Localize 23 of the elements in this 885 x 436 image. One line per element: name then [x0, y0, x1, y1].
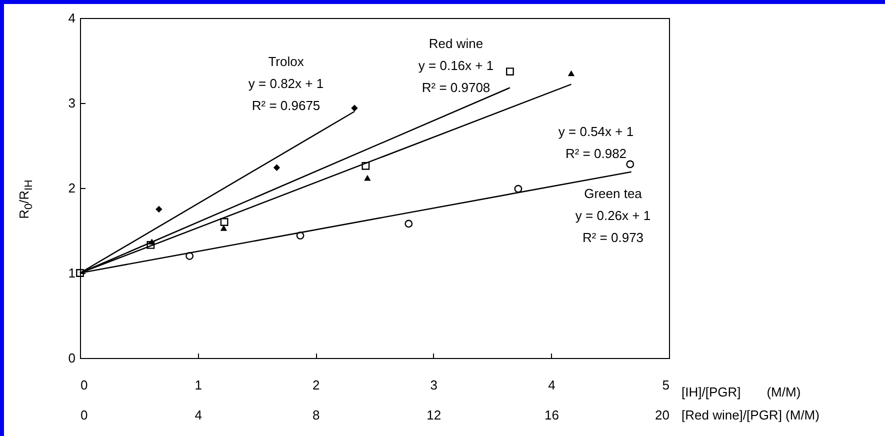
x2-tick-label: 8 — [312, 408, 320, 422]
x2-tick-label: 4 — [194, 408, 202, 422]
x2-tick-label: 20 — [655, 408, 670, 422]
y-tick-label: 2 — [68, 180, 76, 196]
y-tick-label: 3 — [68, 96, 76, 110]
x-axis-title: [IH]/[PGR] (M/M) — [682, 384, 801, 400]
annotation: Trolox y = 0.82x + 1 R² = 0.9675 — [248, 54, 324, 113]
x-tick-label: 0 — [80, 378, 88, 392]
y-tick-label: 0 — [68, 350, 76, 366]
x2-tick-label: 16 — [544, 408, 559, 422]
y-tick-label: 1 — [68, 266, 76, 280]
x2-tick-label: 0 — [80, 408, 88, 422]
x-tick-label: 2 — [312, 378, 320, 392]
x-tick-label: 4 — [548, 378, 556, 392]
annotation: Green tea y = 0.26x + 1 R² = 0.973 — [575, 186, 651, 245]
x-tick-label: 1 — [194, 378, 202, 392]
annotation: y = 0.54x + 1 R² = 0.982 — [558, 124, 634, 161]
x2-tick-label: 12 — [426, 408, 442, 422]
annotation: Red wine y = 0.16x + 1 R² = 0.9708 — [418, 36, 494, 95]
y-tick-label: 4 — [68, 10, 76, 26]
x-tick-label: 3 — [430, 378, 438, 392]
x-tick-label: 5 — [662, 378, 670, 392]
x2-axis-title: [Red wine]/[PGR] (M/M) — [682, 408, 820, 422]
